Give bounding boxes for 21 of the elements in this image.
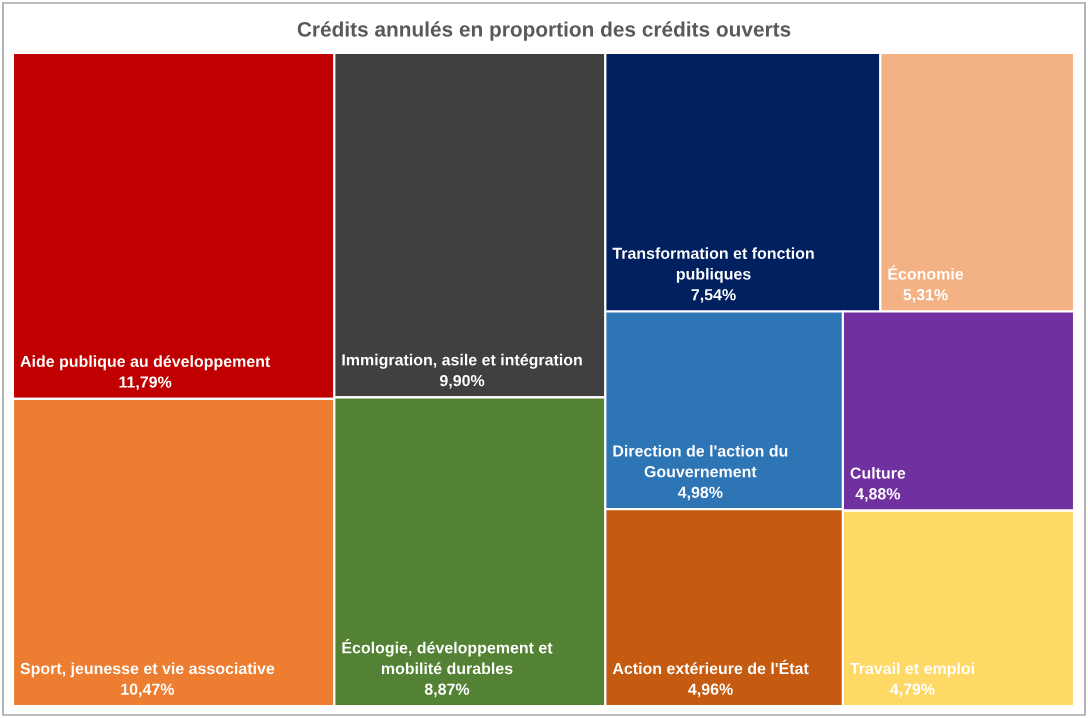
data-label: 10,47% (121, 683, 175, 698)
category-label: Aide publique au développement (20, 355, 271, 371)
data-label: 4,88% (855, 488, 901, 502)
category-label: Économie (888, 265, 964, 280)
category-label: Travail et emploi (850, 662, 974, 678)
data-label: 8,87% (424, 683, 470, 698)
category-label: Transformation et fonction publiques (612, 247, 814, 283)
category-label: Écologie, développement et mobilité durables (342, 639, 553, 675)
data-label: 11,79% (119, 376, 172, 391)
data-label: 5,31% (903, 289, 948, 303)
category-label: Immigration, asile et intégration (342, 353, 582, 369)
data-label: 7,54% (691, 289, 736, 303)
data-label: 4,96% (688, 683, 733, 698)
data-label: 4,98% (677, 486, 723, 501)
category-label: Culture (850, 467, 906, 479)
category-label: Action extérieure de l'État (612, 659, 809, 675)
category-label: Sport, jeunesse et vie associative (20, 662, 275, 678)
data-label: 9,90% (439, 374, 485, 389)
text: Crédits annulés en proportion des crédits ouverts (297, 21, 791, 41)
data-label: 4,79% (890, 683, 935, 698)
category-label: Direction de l'action du Gouvernement (613, 444, 788, 478)
